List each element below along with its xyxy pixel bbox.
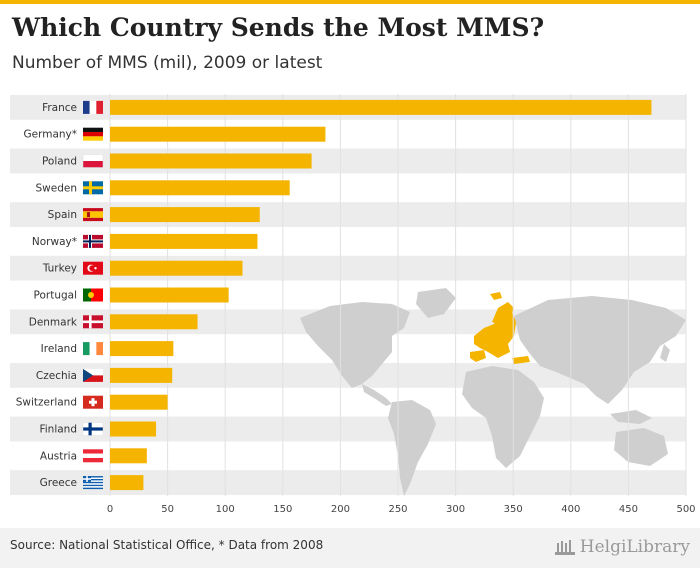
bar xyxy=(110,421,157,437)
category-label: France xyxy=(42,102,77,114)
category-label: Czechia xyxy=(36,370,77,382)
flag-switzerland-icon xyxy=(83,395,103,409)
map-southeast-asia xyxy=(610,410,652,424)
bar-chart: France Germany* Poland Sweden Spain Norway* Tu… xyxy=(10,94,696,515)
map-turkey xyxy=(512,356,530,364)
flag-poland-icon xyxy=(82,154,104,168)
flag-norway-icon xyxy=(83,234,103,248)
category-label: Portugal xyxy=(34,290,78,302)
top-accent-bar xyxy=(0,0,700,4)
flag-sweden-icon xyxy=(83,181,103,195)
flag-portugal-icon xyxy=(83,288,103,302)
flag-czechia-icon xyxy=(83,368,103,382)
category-label: Switzerland xyxy=(16,397,77,409)
category-label: Austria xyxy=(40,450,77,462)
flag-denmark-icon xyxy=(83,315,103,329)
x-tick-label: 500 xyxy=(676,504,695,515)
category-label: Greece xyxy=(40,477,77,489)
x-tick-label: 100 xyxy=(216,504,235,515)
category-label: Ireland xyxy=(41,343,77,355)
category-label: Denmark xyxy=(29,316,78,328)
x-tick-label: 150 xyxy=(273,504,292,515)
x-tick-label: 200 xyxy=(331,504,350,515)
bar xyxy=(110,126,326,142)
bar xyxy=(110,207,260,223)
bar xyxy=(110,153,312,169)
category-label: Poland xyxy=(42,156,77,168)
map-iceland xyxy=(490,292,502,300)
map-australia xyxy=(614,428,668,466)
x-tick-label: 450 xyxy=(619,504,638,515)
bar xyxy=(110,341,174,357)
flag-germany-icon xyxy=(83,127,103,141)
flag-france-icon xyxy=(83,100,103,114)
category-label: Germany* xyxy=(23,129,77,141)
map-south-america xyxy=(388,400,436,496)
category-label: Spain xyxy=(48,209,77,221)
map-greenland xyxy=(416,288,456,318)
chart-subtitle: Number of MMS (mil), 2009 or latest xyxy=(12,53,323,73)
world-map-background xyxy=(300,288,686,496)
category-label: Sweden xyxy=(36,182,78,194)
flag-greece-icon xyxy=(83,476,103,490)
bar xyxy=(110,314,198,330)
x-tick-label: 50 xyxy=(161,504,174,515)
chart-title: Which Country Sends the Most MMS? xyxy=(12,13,545,42)
map-scandinavia xyxy=(492,302,514,326)
bar xyxy=(110,260,243,276)
flag-austria-icon xyxy=(83,449,103,463)
footer-bar: Source: National Statistical Office, * D… xyxy=(0,528,700,568)
bar xyxy=(110,448,147,464)
category-label: Norway* xyxy=(32,236,77,248)
bar xyxy=(110,287,229,303)
map-japan xyxy=(660,344,670,362)
bar xyxy=(110,99,652,115)
bar xyxy=(110,367,173,383)
bar xyxy=(110,475,144,491)
map-africa xyxy=(462,366,544,468)
map-asia xyxy=(514,296,686,404)
helgilibrary-logo: HelgiLibrary xyxy=(554,534,690,560)
library-icon xyxy=(554,540,575,555)
logo-text: HelgiLibrary xyxy=(579,537,690,557)
x-tick-label: 400 xyxy=(561,504,580,515)
bar xyxy=(110,394,168,410)
flag-finland-icon xyxy=(82,422,104,436)
flag-ireland-icon xyxy=(83,342,103,356)
map-north-america xyxy=(300,302,410,388)
map-europe xyxy=(474,312,516,358)
bar xyxy=(110,233,258,249)
map-iberia xyxy=(470,350,486,362)
x-tick-label: 350 xyxy=(504,504,523,515)
x-tick-label: 250 xyxy=(388,504,407,515)
flag-spain-icon xyxy=(83,208,103,222)
x-tick-label: 300 xyxy=(446,504,465,515)
category-label: Finland xyxy=(39,424,77,436)
source-note: Source: National Statistical Office, * D… xyxy=(10,538,324,552)
map-central-america xyxy=(362,384,392,406)
category-label: Turkey xyxy=(42,263,77,275)
bar xyxy=(110,180,290,196)
flag-turkey-icon xyxy=(83,261,103,275)
x-tick-label: 0 xyxy=(107,504,113,515)
